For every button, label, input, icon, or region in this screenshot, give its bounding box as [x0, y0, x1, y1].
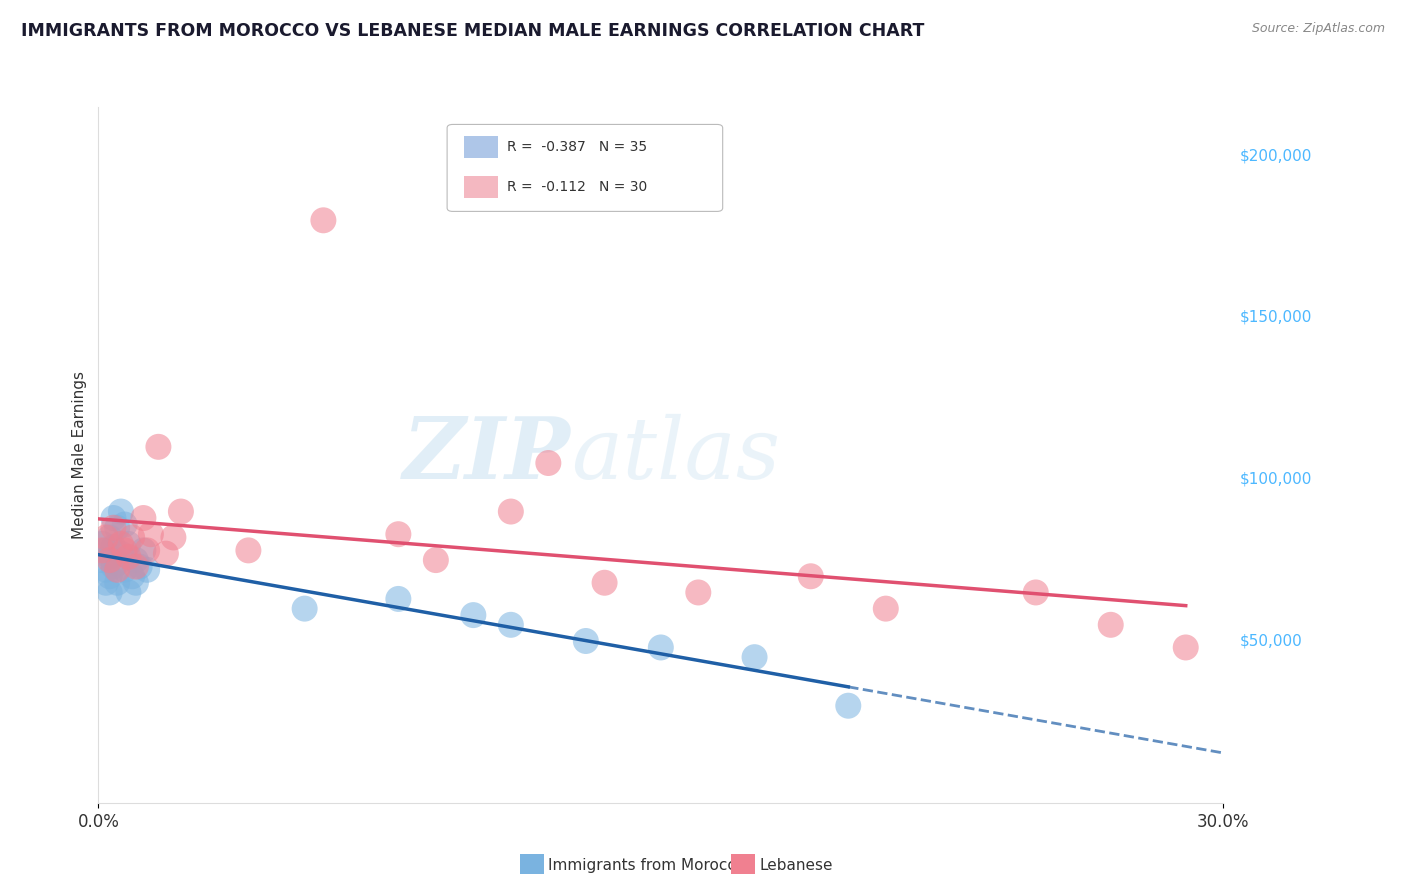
Point [463, 608, 485, 623]
Point [117, 549, 139, 564]
Text: R =  -0.387   N = 35: R = -0.387 N = 35 [506, 140, 647, 153]
Point [1099, 617, 1122, 632]
Point [94, 575, 117, 590]
Point [110, 504, 132, 518]
Point [499, 504, 522, 518]
Point [148, 440, 170, 454]
Point [94, 563, 117, 577]
Point [105, 563, 128, 577]
Point [117, 585, 139, 599]
Point [688, 585, 710, 599]
Point [650, 640, 672, 655]
Point [125, 553, 148, 567]
Point [136, 563, 159, 577]
Point [94, 531, 117, 545]
Point [125, 559, 148, 574]
Point [103, 521, 125, 535]
Point [387, 527, 409, 541]
Point [425, 553, 447, 567]
Text: Immigrants from Morocco: Immigrants from Morocco [548, 858, 745, 872]
Point [238, 543, 260, 558]
Point [98, 585, 121, 599]
Text: IMMIGRANTS FROM MOROCCO VS LEBANESE MEDIAN MALE EARNINGS CORRELATION CHART: IMMIGRANTS FROM MOROCCO VS LEBANESE MEDI… [21, 22, 925, 40]
Text: Lebanese: Lebanese [759, 858, 832, 872]
Point [98, 553, 121, 567]
Point [105, 557, 128, 571]
Point [170, 504, 193, 518]
Point [387, 591, 409, 606]
Point [114, 563, 136, 577]
Text: R =  -0.112   N = 30: R = -0.112 N = 30 [506, 180, 647, 194]
Y-axis label: Median Male Earnings: Median Male Earnings [72, 371, 87, 539]
Point [94, 543, 117, 558]
Point [537, 456, 560, 470]
Point [103, 511, 125, 525]
Point [121, 531, 143, 545]
Point [91, 543, 114, 558]
Text: $200,000: $200,000 [1240, 148, 1312, 163]
Point [98, 531, 121, 545]
Text: $150,000: $150,000 [1240, 310, 1312, 325]
Point [103, 559, 125, 574]
Point [162, 531, 184, 545]
Point [105, 575, 128, 590]
Point [136, 543, 159, 558]
Point [499, 617, 522, 632]
Point [837, 698, 859, 713]
Point [875, 601, 897, 615]
Point [1174, 640, 1197, 655]
Point [155, 547, 177, 561]
FancyBboxPatch shape [464, 136, 498, 158]
FancyBboxPatch shape [447, 124, 723, 211]
Point [1025, 585, 1047, 599]
Point [139, 527, 162, 541]
FancyBboxPatch shape [464, 176, 498, 198]
Text: $50,000: $50,000 [1240, 633, 1303, 648]
Point [98, 569, 121, 583]
Point [128, 559, 150, 574]
Point [744, 650, 766, 665]
Point [98, 549, 121, 564]
Point [294, 601, 316, 615]
Point [91, 553, 114, 567]
Point [117, 537, 139, 551]
Point [312, 213, 335, 227]
Point [103, 540, 125, 554]
Point [110, 537, 132, 551]
Text: Source: ZipAtlas.com: Source: ZipAtlas.com [1251, 22, 1385, 36]
Point [800, 569, 823, 583]
Point [121, 569, 143, 583]
Text: ZIP: ZIP [404, 413, 571, 497]
Point [132, 511, 155, 525]
Text: $100,000: $100,000 [1240, 472, 1312, 487]
Point [114, 543, 136, 558]
Point [91, 537, 114, 551]
Point [132, 543, 155, 558]
Point [125, 575, 148, 590]
Point [105, 521, 128, 535]
Text: atlas: atlas [571, 414, 780, 496]
Point [114, 517, 136, 532]
Point [110, 547, 132, 561]
Point [593, 575, 616, 590]
Point [575, 634, 598, 648]
